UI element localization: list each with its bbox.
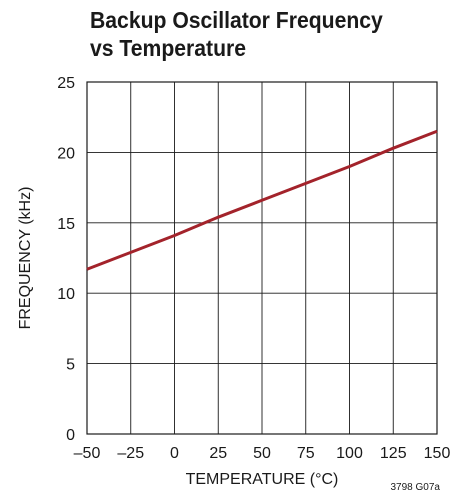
x-tick-label: 50 — [253, 445, 271, 462]
x-tick-label: 75 — [297, 445, 315, 462]
x-tick-label: 0 — [170, 445, 179, 462]
y-tick-label: 15 — [57, 216, 75, 233]
x-tick-label: 125 — [380, 445, 407, 462]
series-line-0 — [86, 129, 438, 271]
y-tick-label: 20 — [57, 145, 75, 162]
series-group — [86, 129, 438, 271]
y-tick-label: 25 — [57, 75, 75, 92]
y-tick-label: 5 — [66, 357, 75, 374]
x-tick-label: 25 — [209, 445, 227, 462]
y-tick-label: 10 — [57, 286, 75, 303]
figure-footnote: 3798 G07a — [391, 482, 441, 493]
y-tick-label: 0 — [66, 427, 75, 444]
x-tick-label: –50 — [74, 445, 101, 462]
y-axis-label: FREQUENCY (kHz) — [17, 187, 34, 330]
grid-lines — [87, 82, 437, 434]
y-tick-labels: 0 5 10 15 20 25 — [57, 75, 75, 444]
x-tick-label: 100 — [336, 445, 363, 462]
chart-title-line-1: Backup Oscillator Frequency — [90, 7, 383, 33]
x-axis-label: TEMPERATURE (°C) — [186, 471, 339, 488]
x-tick-labels: –50 –25 0 25 50 75 100 125 150 — [74, 445, 451, 462]
x-tick-label: 150 — [424, 445, 451, 462]
x-tick-label: –25 — [117, 445, 144, 462]
chart-title-line-2: vs Temperature — [90, 35, 247, 61]
plot-frame — [86, 81, 438, 435]
chart-title: Backup Oscillator Frequency vs Temperatu… — [90, 6, 383, 62]
